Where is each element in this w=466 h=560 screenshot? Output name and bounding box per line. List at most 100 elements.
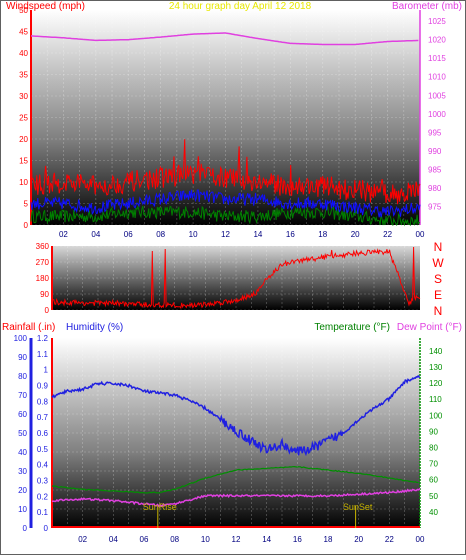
temperature-tick-140: 140 [429,347,443,356]
windspeed-tick-10: 10 [19,178,28,187]
wind-average-line [30,189,421,218]
x-tick-top-00: 00 [416,230,425,239]
barometer-axis-title: Barometer (mb) [392,1,462,12]
barometer-tick-995: 995 [428,128,442,137]
rainfall-tick-1.1: 1.1 [37,350,49,359]
humidity-tick-60: 60 [18,410,27,419]
temperature-tick-80: 80 [429,443,438,452]
x-tick-bottom-04: 04 [109,535,118,544]
humidity-tick-80: 80 [18,372,27,381]
dewpoint-line [51,487,421,508]
temperature-tick-100: 100 [429,411,443,420]
barometer-tick-980: 980 [428,184,442,193]
temperature-tick-70: 70 [429,460,438,469]
rainfall-tick-0.6: 0.6 [37,429,49,438]
rainfall-tick-0.4: 0.4 [37,461,49,470]
x-tick-bottom-20: 20 [354,535,363,544]
x-tick-top-16: 16 [286,230,295,239]
compass-n-4: N [434,304,443,318]
direction-tick-labels: 0 90 180 270 360 [36,242,50,315]
windspeed-tick-labels: 0 5 10 15 20 25 30 35 40 45 50 [19,6,28,230]
direction-tick-0: 0 [45,306,50,315]
temperature-tick-130: 130 [429,363,443,372]
dewpoint-axis-title: Dew Point (°F) [397,322,462,333]
windspeed-tick-30: 30 [19,92,28,101]
rainfall-tick-0.1: 0.1 [37,508,49,517]
rainfall-tick-1: 1 [44,366,49,375]
x-tick-bottom-18: 18 [324,535,333,544]
barometer-line [30,32,419,46]
x-tick-top-22: 22 [383,230,392,239]
x-tick-bottom-00: 00 [416,535,425,544]
barometer-tick-975: 975 [428,202,442,211]
x-tick-bottom-10: 10 [201,535,210,544]
x-tick-bottom-22: 22 [385,535,394,544]
humidity-tick-30: 30 [18,467,27,476]
compass-w-1: W [432,256,444,270]
rainfall-tick-0.7: 0.7 [37,413,49,422]
rainfall-tick-0: 0 [44,524,49,533]
humidity-line [51,374,421,457]
humidity-tick-10: 10 [18,505,27,514]
windspeed-tick-20: 20 [19,135,28,144]
barometer-tick-985: 985 [428,165,442,174]
temperature-tick-120: 120 [429,379,443,388]
humidity-temp-series [51,374,421,528]
x-tick-bottom-08: 08 [170,535,179,544]
barometer-tick-1015: 1015 [428,54,446,63]
humidity-tick-100: 100 [14,334,28,343]
temperature-tick-110: 110 [429,395,442,404]
windspeed-tick-40: 40 [19,49,28,58]
humidity-axis-title: Humidity (%) [66,322,123,333]
windspeed-axis-title: Windspeed (mph) [6,1,85,12]
temperature-tick-40: 40 [429,508,438,517]
x-tick-top-04: 04 [91,230,100,239]
temperature-tick-50: 50 [429,492,438,501]
rainfall-tick-0.5: 0.5 [37,445,49,454]
x-tick-bottom-16: 16 [293,535,302,544]
x-tick-bottom-12: 12 [232,535,241,544]
x-tick-top-20: 20 [351,230,360,239]
compass-s-2: S [434,272,442,286]
marker-label-sunrise: SunRise [143,502,177,512]
x-tick-top-14: 14 [253,230,262,239]
rainfall-tick-0.8: 0.8 [37,397,49,406]
windspeed-tick-15: 15 [19,157,28,166]
windspeed-tick-25: 25 [19,114,28,123]
direction-tick-270: 270 [36,258,50,267]
humidity-tick-40: 40 [18,448,27,457]
compass-e-3: E [434,288,442,302]
x-tick-top-18: 18 [318,230,327,239]
windspeed-tick-5: 5 [24,200,29,209]
humidity-tick-0: 0 [23,524,28,533]
windspeed-tick-45: 45 [19,28,28,37]
marker-label-sunset: SunSet [343,502,373,512]
x-tick-top-12: 12 [221,230,230,239]
barometer-tick-990: 990 [428,147,442,156]
barometer-tick-1010: 1010 [428,73,446,82]
barometer-tick-1005: 1005 [428,91,446,100]
direction-tick-90: 90 [40,290,49,299]
barometer-tick-1020: 1020 [428,36,446,45]
sun-markers: SunRise SunSet [143,502,373,528]
barometer-tick-1025: 1025 [428,17,446,26]
rainfall-tick-0.3: 0.3 [37,477,49,486]
wind-direction-line [51,246,421,310]
x-tick-labels-top: 02 04 06 08 10 12 14 16 18 20 22 00 [59,230,425,239]
direction-tick-180: 180 [36,274,50,283]
temperature-tick-60: 60 [429,476,438,485]
temperature-axis-title: Temperature (°F) [314,322,390,333]
humidity-tick-70: 70 [18,391,27,400]
x-tick-top-06: 06 [124,230,133,239]
barometer-tick-labels: 975 980 985 990 995 1000 1005 1010 1015 1020 1025 [428,17,446,211]
humidity-tick-50: 50 [18,429,27,438]
x-tick-bottom-06: 06 [140,535,149,544]
chart-title: 24 hour graph day April 12 2018 [169,1,312,12]
x-tick-top-10: 10 [189,230,198,239]
rainfall-tick-0.2: 0.2 [37,492,49,501]
windspeed-tick-35: 35 [19,71,28,80]
rainfall-tick-1.2: 1.2 [37,334,49,343]
